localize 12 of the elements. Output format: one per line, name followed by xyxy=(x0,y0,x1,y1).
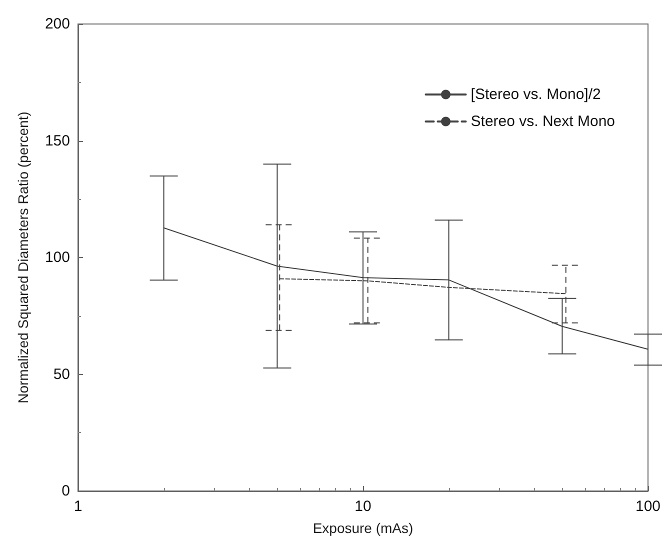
y-tick-label: 100 xyxy=(44,249,70,266)
legend-label: [Stereo vs. Mono]/2 xyxy=(470,86,601,103)
x-tick-label: 1 xyxy=(74,498,82,515)
legend-label: Stereo vs. Next Mono xyxy=(470,113,616,130)
x-tick-label: 10 xyxy=(354,498,372,515)
y-axis-title: Normalized Squared Diameters Ratio (percent) xyxy=(15,112,31,404)
x-tick-label: 100 xyxy=(635,498,661,515)
y-tick-label: 200 xyxy=(44,16,70,32)
x-axis-title: Exposure (mAs) xyxy=(312,520,414,536)
y-tick-label: 50 xyxy=(53,366,70,383)
y-tick-label: 0 xyxy=(62,482,70,500)
y-tick-label: 150 xyxy=(44,132,70,150)
